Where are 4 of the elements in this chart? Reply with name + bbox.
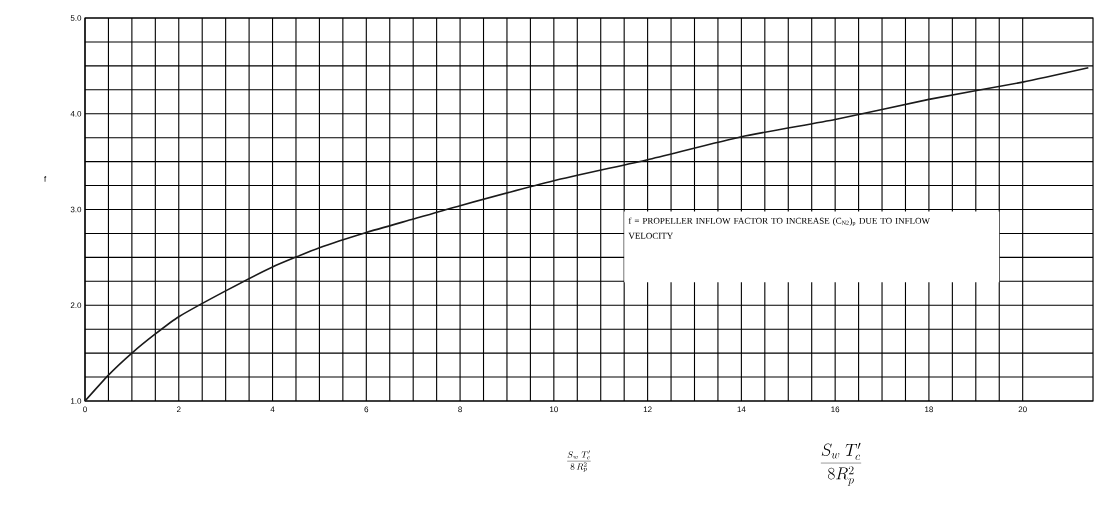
text: f = PROPELLER INFLOW FACTOR TO INCREASE (C$_{N2}$)$_{p}$ DUE TO INFLOW VELOCITY <box>628 217 930 239</box>
text: $\frac{S_w\;T'_c}{8R_p^2}$ <box>820 442 862 486</box>
x-axis-title: $\frac{S_w\;T'_c}{8\,R_p^2}$ <box>567 450 591 472</box>
line-series <box>84 66 1090 402</box>
